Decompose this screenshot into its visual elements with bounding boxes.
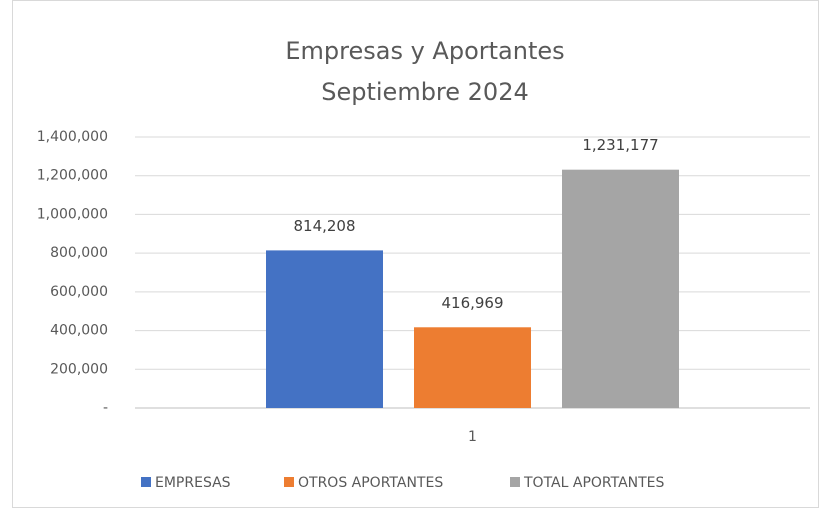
legend-label: TOTAL APORTANTES bbox=[523, 475, 665, 491]
y-tick-label: 600,000 bbox=[50, 284, 108, 300]
chart-border bbox=[12, 0, 819, 508]
y-tick-label: 1,400,000 bbox=[37, 129, 108, 145]
legend-swatch bbox=[510, 477, 520, 487]
chart-subtitle: Septiembre 2024 bbox=[321, 78, 529, 106]
bar bbox=[266, 250, 383, 408]
data-label: 814,208 bbox=[293, 217, 355, 235]
legend-swatch bbox=[284, 477, 294, 487]
legend-swatch bbox=[141, 477, 151, 487]
legend-label: EMPRESAS bbox=[155, 475, 231, 491]
y-tick-label: 400,000 bbox=[50, 323, 108, 339]
y-tick-label: 200,000 bbox=[50, 361, 108, 377]
legend-label: OTROS APORTANTES bbox=[298, 475, 443, 491]
y-tick-label: 1,000,000 bbox=[37, 206, 108, 222]
data-label: 416,969 bbox=[441, 294, 503, 312]
y-tick-label: 1,200,000 bbox=[37, 168, 108, 184]
chart-title: Empresas y Aportantes bbox=[285, 37, 564, 65]
bar bbox=[414, 327, 531, 408]
y-tick-label: 800,000 bbox=[50, 245, 108, 261]
x-tick-label: 1 bbox=[468, 429, 477, 445]
data-label: 1,231,177 bbox=[582, 136, 658, 154]
bar bbox=[562, 169, 679, 408]
y-tick-label: - bbox=[103, 400, 108, 416]
